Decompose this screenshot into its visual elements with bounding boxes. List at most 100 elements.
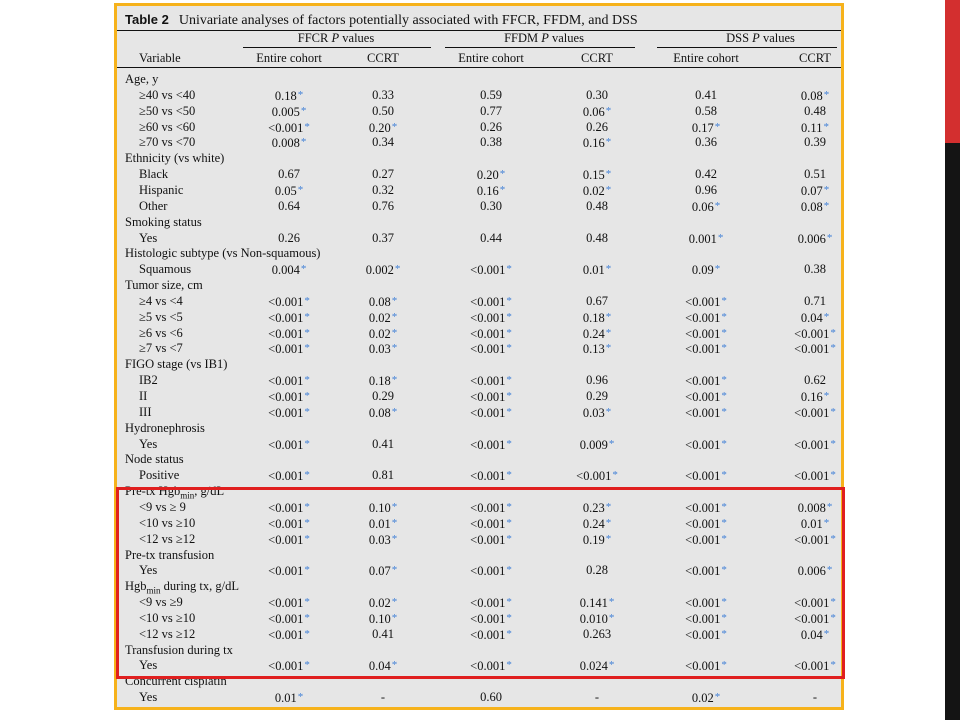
slide-accent-bar-black — [945, 143, 960, 720]
p-value-text: 0.02 — [691, 691, 714, 706]
p-value-cell: 0.01* — [338, 515, 428, 531]
group-label: Tumor size, cm — [125, 278, 203, 293]
p-value-text: 0.11 — [801, 120, 823, 135]
p-value-cell: 0.67 — [552, 293, 642, 309]
p-value-text: 0.58 — [695, 103, 717, 118]
p-value-text: <0.001 — [685, 374, 721, 389]
significance-asterisk: * — [830, 469, 836, 482]
p-value-text: <0.001 — [794, 659, 830, 674]
p-value-text: 0.07 — [800, 183, 823, 198]
p-value-text: 0.08 — [368, 294, 391, 309]
p-value-cell: 0.20* — [446, 166, 536, 182]
group-label: Node status — [125, 452, 184, 467]
p-value-cell: 0.96 — [661, 182, 751, 198]
p-value-cell: 0.08* — [338, 293, 428, 309]
p-value-cell: 0.30 — [446, 198, 536, 214]
p-value-cell: 0.06* — [661, 198, 751, 214]
significance-asterisk: * — [304, 596, 310, 609]
p-value-cell: 0.18* — [244, 87, 334, 103]
p-value-text: <0.001 — [470, 564, 506, 579]
p-value-cell: 0.39 — [770, 134, 841, 150]
p-value-text: 0.26 — [278, 230, 300, 245]
significance-asterisk: * — [721, 294, 727, 307]
p-value-text: 0.06 — [582, 104, 605, 119]
p-value-text: <0.001 — [268, 611, 304, 626]
p-value-cell: <0.001* — [244, 657, 334, 673]
p-value-text: 0.24 — [582, 516, 605, 531]
p-value-cell: 0.008* — [770, 499, 841, 515]
p-value-text: 0.024 — [579, 659, 608, 674]
p-value-cell: 0.38 — [770, 261, 841, 277]
significance-asterisk: * — [304, 564, 310, 577]
p-value-text: 0.08 — [800, 199, 823, 214]
significance-asterisk: * — [721, 596, 727, 609]
significance-asterisk: * — [823, 183, 830, 196]
p-value-text: <0.001 — [268, 516, 304, 531]
p-value-text: <0.001 — [268, 120, 304, 135]
p-value-text: 0.07 — [368, 564, 391, 579]
p-value-cell: <0.001* — [446, 594, 536, 610]
p-value-text: <0.001 — [685, 500, 721, 515]
p-value-text: 0.263 — [582, 626, 612, 641]
significance-asterisk: * — [391, 500, 398, 513]
significance-asterisk: * — [605, 310, 612, 323]
p-value-cell: 0.010* — [552, 610, 642, 626]
significance-asterisk: * — [721, 532, 727, 545]
p-value-cell: <0.001* — [244, 531, 334, 547]
p-value-cell: 0.96 — [552, 372, 642, 388]
p-value-cell: 0.23* — [552, 499, 642, 515]
significance-asterisk: * — [506, 611, 512, 624]
p-value-cell: 0.41 — [661, 87, 751, 103]
p-value-cell: <0.001* — [244, 372, 334, 388]
significance-asterisk: * — [297, 88, 304, 101]
p-value-text: <0.001 — [794, 596, 830, 611]
p-value-cell: 0.18* — [338, 372, 428, 388]
p-value-text: 0.08 — [368, 405, 391, 420]
p-value-cell: 0.02* — [338, 309, 428, 325]
significance-asterisk: * — [605, 104, 612, 117]
significance-asterisk: * — [506, 627, 512, 640]
p-value-text: <0.001 — [685, 390, 721, 404]
p-value-text: 0.04 — [368, 659, 391, 674]
p-value-cell: <0.001* — [661, 499, 751, 515]
row-label: <9 vs ≥9 — [139, 595, 183, 610]
p-value-cell: <0.001* — [661, 388, 751, 404]
p-value-text: <0.001 — [685, 437, 721, 452]
p-value-text: 0.34 — [372, 135, 394, 150]
significance-asterisk: * — [304, 627, 310, 640]
p-value-text: 0.20 — [476, 168, 499, 183]
p-value-text: <0.001 — [470, 405, 506, 420]
p-value-text: 0.09 — [691, 263, 714, 278]
p-value-cell: 0.04* — [770, 309, 841, 325]
p-value-cell: 0.77 — [446, 103, 536, 119]
significance-asterisk: * — [300, 104, 307, 117]
p-value-text: <0.001 — [268, 469, 304, 484]
significance-asterisk: * — [391, 294, 398, 307]
group-label: Hgbmin during tx, g/dL — [125, 579, 240, 596]
p-value-cell: <0.001* — [770, 610, 841, 626]
p-value-cell: <0.001* — [661, 531, 751, 547]
significance-asterisk: * — [300, 263, 307, 276]
significance-asterisk: * — [506, 310, 512, 323]
p-value-cell: <0.001* — [446, 531, 536, 547]
significance-asterisk: * — [506, 532, 512, 545]
p-value-cell: 0.002* — [338, 261, 428, 277]
p-value-text: 0.39 — [804, 135, 826, 150]
column-header: Entire cohort — [458, 51, 524, 65]
significance-asterisk: * — [830, 611, 836, 624]
significance-asterisk: * — [297, 183, 304, 196]
p-value-text: <0.001 — [470, 342, 506, 357]
significance-asterisk: * — [823, 516, 830, 529]
significance-asterisk: * — [506, 564, 512, 577]
p-value-cell: 0.006* — [770, 230, 841, 246]
significance-asterisk: * — [721, 310, 727, 323]
p-value-cell: <0.001* — [244, 594, 334, 610]
p-value-cell: <0.001* — [661, 372, 751, 388]
p-value-cell: 0.67 — [244, 166, 334, 182]
significance-asterisk: * — [721, 564, 727, 577]
p-value-cell: 0.05* — [244, 182, 334, 198]
significance-asterisk: * — [499, 168, 506, 181]
p-value-cell: <0.001* — [661, 594, 751, 610]
p-value-cell: <0.001* — [661, 325, 751, 341]
p-value-cell: 0.15* — [552, 166, 642, 182]
